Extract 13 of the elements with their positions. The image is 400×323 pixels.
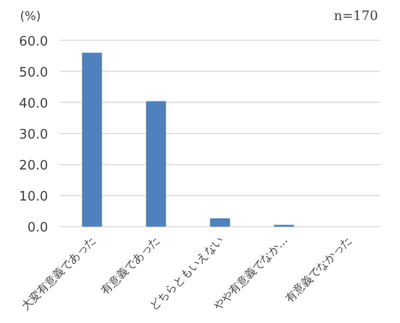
y-tick-label: 30.0 [19,128,48,142]
y-tick-label: 60.0 [19,34,48,50]
text: n=170 [334,9,378,24]
y-tick-label: 0.0 [27,220,48,236]
y-tick-label: 50.0 [19,65,48,80]
x-tick-label: 大変有意義であった [18,234,98,313]
y-tick-label: 20.0 [19,158,48,174]
y-tick-label: 40.0 [19,96,48,112]
y-tick-label: 10.0 [19,190,48,205]
bar [146,101,166,227]
y-axis-title: (%) [20,9,41,23]
bar [82,52,102,227]
bar [210,218,230,227]
